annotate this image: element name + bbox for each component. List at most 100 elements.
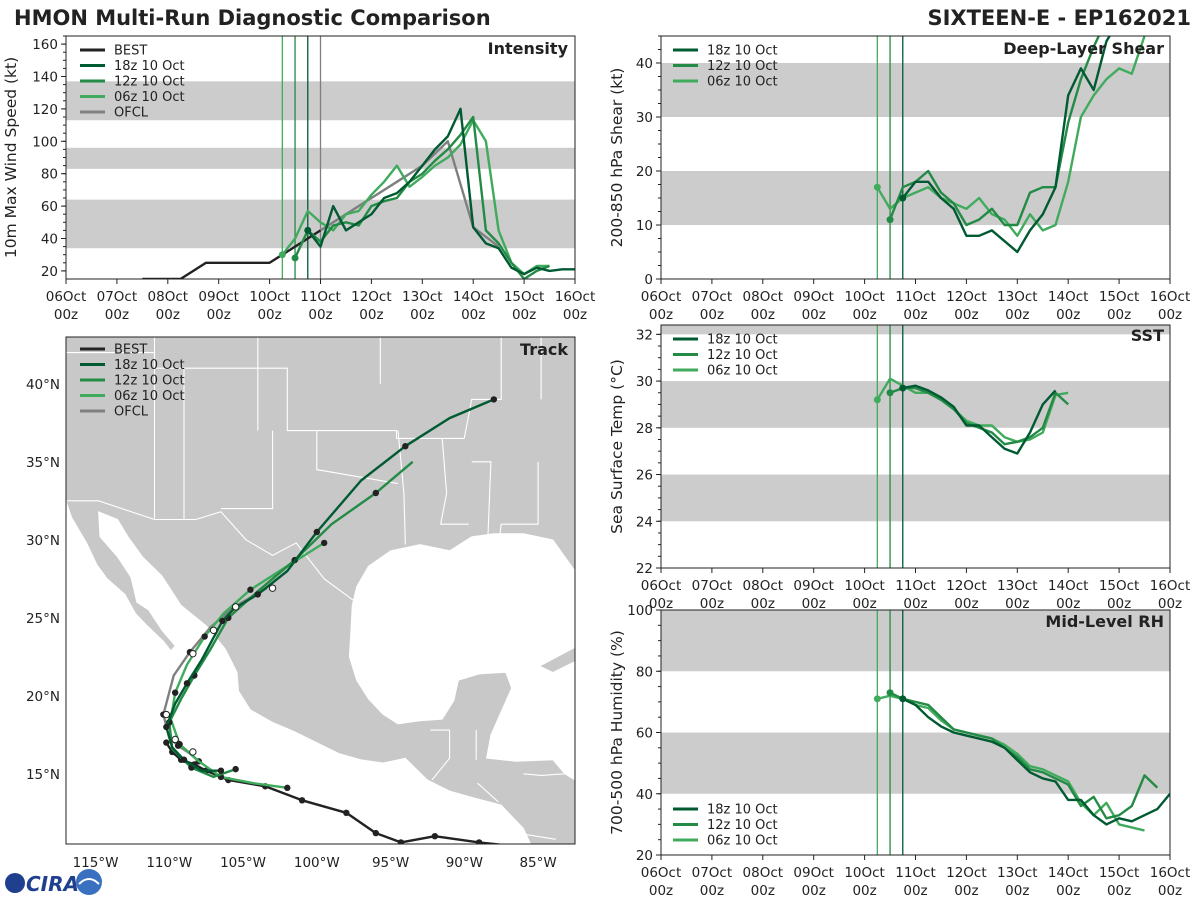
y-tick-label: 30 — [636, 374, 653, 390]
legend-label: 18z 10 Oct — [114, 59, 185, 74]
shaded-band — [661, 171, 1170, 225]
x-tick-hour-label: 00z — [156, 307, 180, 323]
x-tick-hour-label: 00z — [1158, 307, 1182, 323]
x-tick-day-label: 13Oct — [402, 289, 443, 305]
series-start-point-run18 — [899, 384, 907, 392]
shaded-band — [661, 732, 1170, 794]
lon-tick-label: 110°W — [146, 855, 192, 871]
y-tick-label: 20 — [636, 848, 653, 864]
y-axis-label: 200-850 hPa Shear (kt) — [608, 68, 626, 248]
x-tick-day-label: 15Oct — [504, 289, 545, 305]
legend-label: 18z 10 Oct — [707, 803, 778, 818]
legend-label: 12z 10 Oct — [114, 374, 185, 389]
track-point-best — [475, 839, 483, 844]
x-tick-hour-label: 00z — [1158, 596, 1182, 612]
track-open-point — [209, 626, 218, 634]
sst-plot-area — [661, 325, 1170, 568]
y-tick-label: 28 — [636, 421, 653, 437]
x-tick-day-label: 12Oct — [351, 289, 392, 305]
series-start-point-run18 — [899, 695, 907, 703]
x-tick-hour-label: 00z — [1158, 883, 1182, 899]
series-start-point-run06 — [873, 183, 881, 191]
legend-label: BEST — [114, 44, 147, 59]
legend-label: OFCL — [114, 106, 149, 121]
lat-tick-label: 20°N — [26, 689, 60, 705]
legend-label: 12z 10 Oct — [114, 75, 185, 90]
y-tick-label: 60 — [41, 199, 58, 215]
track-point-run18 — [254, 591, 261, 598]
track-point-best — [372, 829, 380, 837]
x-tick-day-label: 08Oct — [743, 865, 784, 881]
x-tick-day-label: 08Oct — [743, 289, 784, 305]
series-start-point-run18 — [899, 194, 907, 202]
x-tick-hour-label: 00z — [903, 307, 927, 323]
series-line-run06 — [876, 36, 1146, 238]
storm-id-title: SIXTEEN-E - EP162021 — [927, 6, 1191, 30]
x-tick-hour-label: 00z — [1107, 307, 1131, 323]
track-open-point — [231, 603, 240, 611]
x-tick-day-label: 12Oct — [946, 578, 987, 594]
x-tick-hour-label: 00z — [802, 307, 826, 323]
track-open-point — [268, 584, 277, 592]
track-point-best — [163, 739, 170, 746]
intensity-plot-area — [66, 36, 575, 279]
border-line — [66, 500, 359, 605]
panel-title: Mid-Level RH — [1045, 612, 1164, 631]
border-line — [523, 773, 565, 776]
x-tick-hour-label: 00z — [512, 307, 536, 323]
cira-logo-emblem-icon — [76, 869, 102, 895]
legend-label: 18z 10 Oct — [707, 44, 778, 59]
y-tick-label: 22 — [636, 561, 653, 577]
track-frame — [65, 336, 576, 845]
x-tick-day-label: 09Oct — [793, 865, 834, 881]
track-open-point — [171, 735, 179, 744]
x-tick-day-label: 16Oct — [555, 289, 596, 305]
legend-label: 06z 10 Oct — [707, 364, 778, 379]
series-line-run18 — [306, 107, 575, 276]
series-start-point-run12 — [886, 389, 894, 397]
y-tick-label: 26 — [636, 468, 653, 484]
rh-plot-area — [661, 610, 1170, 855]
x-tick-day-label: 16Oct — [1150, 578, 1191, 594]
series-line-run18 — [902, 697, 1170, 826]
track-point-run18 — [217, 767, 225, 774]
x-tick-hour-label: 00z — [852, 307, 876, 323]
series-line-run06 — [281, 118, 550, 276]
border-line — [471, 461, 492, 536]
track-point-best — [564, 849, 570, 855]
y-tick-label: 140 — [32, 70, 58, 86]
track-point-best — [298, 797, 306, 804]
x-tick-hour-label: 00z — [649, 596, 673, 612]
y-tick-label: 160 — [32, 37, 58, 53]
x-tick-day-label: 07Oct — [692, 289, 733, 305]
track-point-best — [343, 809, 350, 816]
y-tick-label: 20 — [636, 164, 653, 180]
series-start-point-run12 — [886, 689, 894, 697]
y-tick-label: 100 — [32, 134, 58, 150]
legend-label: BEST — [114, 343, 147, 358]
x-tick-day-label: 08Oct — [743, 578, 784, 594]
x-tick-hour-label: 00z — [207, 307, 231, 323]
lat-tick-label: 15°N — [26, 767, 60, 783]
x-tick-day-label: 10Oct — [844, 578, 885, 594]
legend-label: 18z 10 Oct — [707, 333, 778, 348]
series-start-point-run12 — [291, 254, 299, 262]
y-tick-label: 30 — [636, 110, 653, 126]
land-mass — [66, 337, 575, 844]
x-tick-hour-label: 00z — [852, 596, 876, 612]
x-tick-hour-label: 00z — [1056, 307, 1080, 323]
x-tick-day-label: 14Oct — [1048, 865, 1089, 881]
series-line-run18 — [902, 384, 1057, 455]
cira-logo: CIRA — [5, 869, 102, 896]
track-point-run06 — [171, 689, 179, 696]
x-tick-hour-label: 00z — [700, 307, 724, 323]
x-tick-hour-label: 00z — [649, 307, 673, 323]
legend-label: 06z 10 Oct — [114, 389, 185, 404]
intensity-panel: 20 40 60 80 100 120 140 160 06Oct 00z 07Oct 00z 08Oc… — [2, 35, 596, 323]
border-line — [477, 782, 499, 803]
x-tick-hour-label: 00z — [1056, 883, 1080, 899]
border-line — [526, 834, 556, 840]
x-tick-day-label: 09Oct — [793, 578, 834, 594]
track-point-best — [397, 839, 405, 844]
x-tick-day-label: 06Oct — [46, 289, 87, 305]
